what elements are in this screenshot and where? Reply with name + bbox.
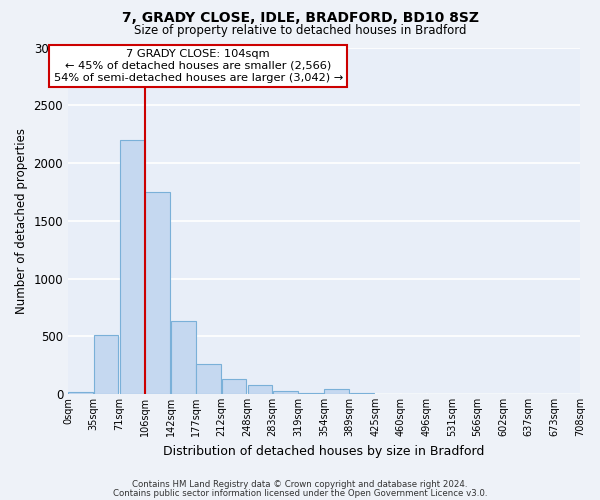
Text: Contains public sector information licensed under the Open Government Licence v3: Contains public sector information licen…: [113, 488, 487, 498]
Text: 7 GRADY CLOSE: 104sqm
← 45% of detached houses are smaller (2,566)
54% of semi-d: 7 GRADY CLOSE: 104sqm ← 45% of detached …: [53, 50, 343, 82]
Bar: [119, 140, 145, 394]
Bar: [94, 335, 118, 394]
Bar: [221, 379, 247, 394]
Text: Size of property relative to detached houses in Bradford: Size of property relative to detached ho…: [134, 24, 466, 37]
Y-axis label: Number of detached properties: Number of detached properties: [15, 128, 28, 314]
Bar: [273, 390, 298, 394]
Text: Contains HM Land Registry data © Crown copyright and database right 2024.: Contains HM Land Registry data © Crown c…: [132, 480, 468, 489]
Bar: [248, 386, 272, 394]
Bar: [324, 390, 349, 394]
Bar: [171, 320, 196, 394]
X-axis label: Distribution of detached houses by size in Bradford: Distribution of detached houses by size …: [163, 444, 485, 458]
Bar: [68, 392, 93, 394]
Text: 7, GRADY CLOSE, IDLE, BRADFORD, BD10 8SZ: 7, GRADY CLOSE, IDLE, BRADFORD, BD10 8SZ: [121, 11, 479, 25]
Bar: [145, 192, 170, 394]
Bar: [196, 364, 221, 394]
